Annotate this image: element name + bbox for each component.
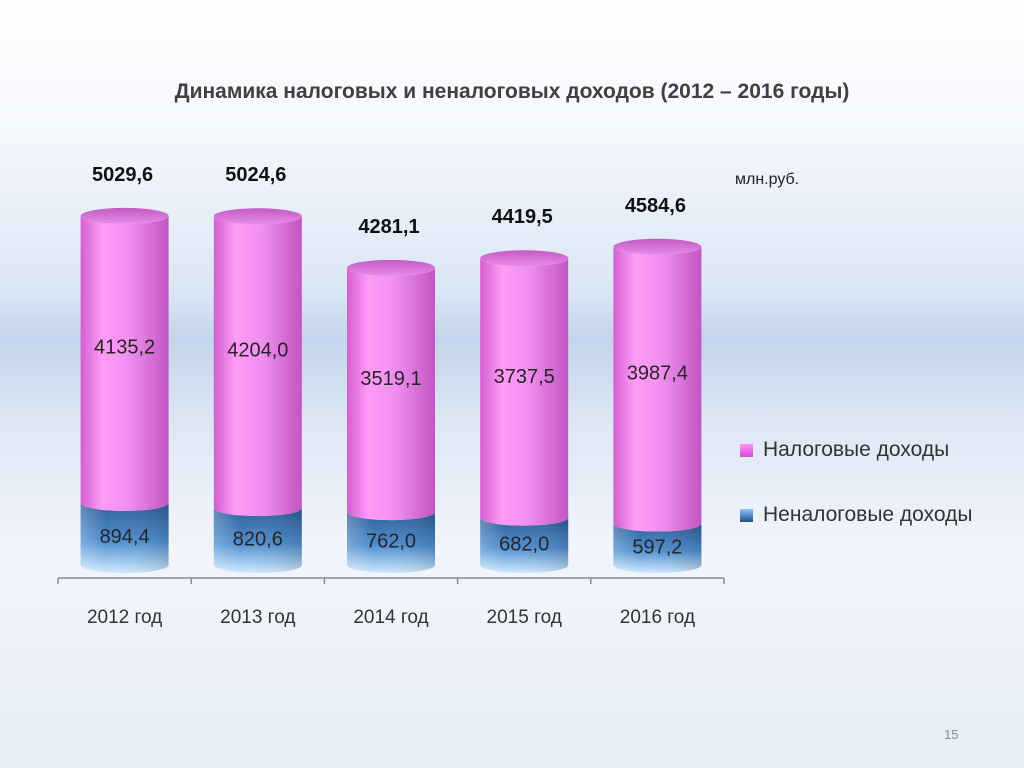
legend-label-tax: Налоговые доходы	[763, 438, 950, 461]
value-label-tax: 3519,1	[360, 368, 421, 390]
total-label: 4419,5	[492, 206, 553, 228]
value-label-nontax: 894,4	[100, 526, 150, 548]
bar-tax-top	[80, 207, 169, 224]
total-label: 4281,1	[358, 216, 419, 238]
bar-nontax-shade	[80, 502, 169, 573]
total-label: 5029,6	[92, 164, 153, 186]
value-label-nontax: 820,6	[233, 529, 283, 551]
value-label-tax: 4204,0	[227, 339, 288, 361]
bars-group	[80, 207, 702, 573]
value-label-tax: 4135,2	[94, 337, 155, 359]
category-label: 2014 год	[353, 607, 428, 628]
bar-tax-top	[347, 259, 435, 276]
legend-label-nontax: Неналоговые доходы	[763, 503, 973, 526]
category-label: 2012 год	[87, 607, 162, 628]
bar-tax	[613, 246, 702, 532]
total-label: 5024,6	[225, 164, 286, 186]
legend-swatch-tax	[740, 443, 753, 457]
value-label-nontax: 597,2	[632, 536, 682, 558]
bar-tax-top	[480, 250, 569, 267]
page-number: 15	[944, 727, 959, 742]
bar-tax	[480, 258, 569, 526]
value-label-nontax: 682,0	[499, 533, 549, 555]
bar-tax	[213, 216, 302, 517]
bar-nontax-shade	[613, 523, 702, 573]
category-label: 2016 год	[620, 607, 695, 628]
bar-nontax-shade	[347, 512, 435, 573]
labels-group: 894,4 4135,2 5029,6 2012 год 820,6 4204,0 5024…	[87, 164, 695, 628]
value-label-tax: 3737,5	[494, 366, 555, 388]
value-label-tax: 3987,4	[627, 363, 688, 385]
unit-label: млн.руб.	[735, 171, 800, 188]
bar-nontax-shade	[213, 508, 302, 573]
chart-title: Динамика налоговых и неналоговых доходов…	[174, 80, 850, 103]
bar-tax-top	[613, 238, 702, 255]
legend-item-nontax: Неналоговые доходы	[740, 500, 972, 530]
value-label-nontax: 762,0	[366, 531, 416, 553]
legend-item-tax: Налоговые доходы	[740, 435, 949, 465]
bar-tax-top	[213, 208, 302, 225]
bar-tax	[80, 215, 169, 511]
total-label: 4584,6	[625, 195, 686, 217]
category-label: 2013 год	[220, 607, 295, 628]
legend-swatch-nontax	[740, 508, 753, 522]
bar-nontax-shade	[480, 517, 569, 573]
category-label: 2015 год	[487, 607, 562, 628]
x-axis	[57, 577, 725, 584]
bar-tax	[347, 267, 435, 521]
